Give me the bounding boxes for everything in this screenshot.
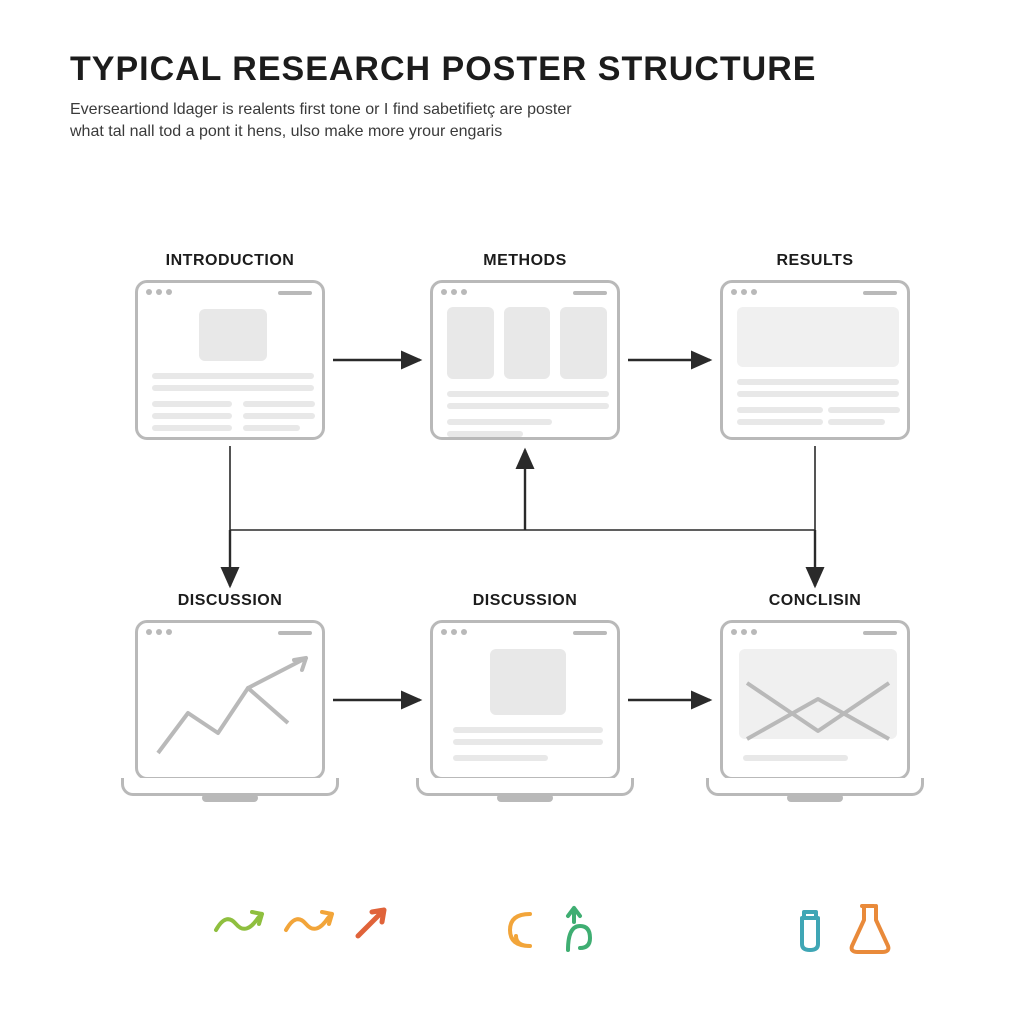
page-subtitle: Everseartiond ldager is realents first t… [70, 99, 954, 142]
decor-icon-group [790, 900, 892, 956]
subtitle-line-2: what tal nall tod a pont it hens, ulso m… [70, 123, 502, 140]
panel-frame [430, 280, 620, 440]
page-title: TYPICAL RESEARCH POSTER STRUCTURE [70, 50, 954, 89]
poster-structure-diagram: TYPICAL RESEARCH POSTER STRUCTURE Everse… [0, 0, 1024, 1024]
decor-squiggle-arrow-icon [210, 904, 266, 944]
subtitle-line-1: Everseartiond ldager is realents first t… [70, 101, 572, 118]
decor-curly-e-icon [500, 904, 540, 956]
decor-icon-group [210, 900, 394, 944]
decor-flask-icon [844, 900, 892, 956]
panel-frame [135, 280, 325, 440]
decor-jar-icon [790, 904, 830, 956]
decor-hook-up-icon [554, 900, 594, 956]
decor-arrow-ne-icon [350, 900, 394, 944]
panel-frame [720, 280, 910, 440]
node-label-intro: INTRODUCTION [115, 252, 345, 270]
decor-squiggle-arrow-icon [280, 904, 336, 944]
flow-arrows [0, 0, 1024, 1024]
node-label-methods: METHODS [410, 252, 640, 270]
node-label-conclusion: CONCLISIN [700, 592, 930, 610]
decor-icon-group [500, 900, 594, 956]
panel-frame [430, 620, 620, 780]
panel-frame [135, 620, 325, 780]
node-label-discussion1: DISCUSSION [115, 592, 345, 610]
node-label-discussion2: DISCUSSION [410, 592, 640, 610]
panel-frame [720, 620, 910, 780]
node-label-results: RESULTS [700, 252, 930, 270]
